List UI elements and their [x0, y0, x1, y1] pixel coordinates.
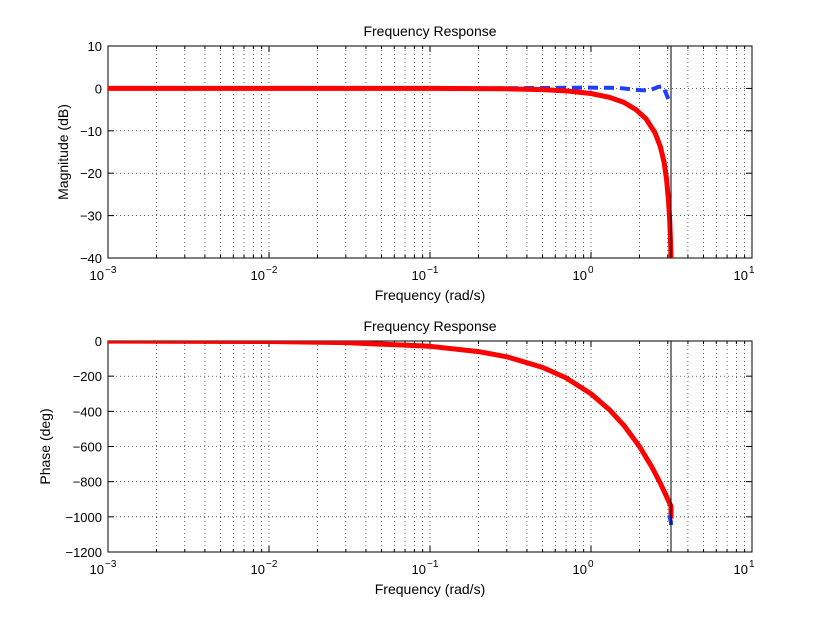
x-tick-exponent: 0 [588, 265, 594, 276]
x-tick-label: 10 [573, 268, 587, 283]
y-axis-label: Phase (deg) [37, 408, 53, 484]
x-tick-exponent: −2 [266, 559, 278, 570]
y-tick-label: 0 [95, 334, 102, 349]
chart-title: Frequency Response [363, 318, 496, 334]
x-tick-label: 10 [251, 562, 265, 577]
series-solid-red [108, 85, 674, 259]
x-tick-label: 10 [251, 268, 265, 283]
y-tick-label: 0 [95, 81, 102, 96]
y-tick-label: −20 [80, 166, 102, 181]
y-tick-label: −200 [73, 369, 102, 384]
x-tick-label: 10 [734, 268, 748, 283]
chart-title: Frequency Response [363, 23, 496, 39]
x-axis-label: Frequency (rad/s) [375, 287, 485, 303]
x-tick-exponent: −1 [427, 559, 439, 570]
y-tick-label: −10 [80, 124, 102, 139]
x-tick-exponent: −3 [105, 265, 117, 276]
y-tick-label: −800 [73, 475, 102, 490]
y-tick-label: −600 [73, 440, 102, 455]
x-axis-label: Frequency (rad/s) [375, 581, 485, 597]
x-tick-label: 10 [734, 562, 748, 577]
y-axis-label: Magnitude (dB) [55, 104, 71, 200]
x-tick-exponent: 1 [749, 559, 755, 570]
y-tick-label: −40 [80, 251, 102, 266]
series-solid-red [108, 341, 674, 519]
x-tick-label: 10 [412, 562, 426, 577]
x-tick-exponent: −3 [105, 559, 117, 570]
x-tick-exponent: 0 [588, 559, 594, 570]
series-dashed-blue [108, 83, 673, 105]
x-tick-label: 10 [412, 268, 426, 283]
y-tick-label: −400 [73, 404, 102, 419]
x-tick-label: 10 [573, 562, 587, 577]
y-tick-label: −30 [80, 209, 102, 224]
y-tick-label: 10 [88, 39, 102, 54]
x-tick-exponent: 1 [749, 265, 755, 276]
x-tick-label: 10 [90, 562, 104, 577]
x-tick-exponent: −2 [266, 265, 278, 276]
y-tick-label: −1000 [65, 510, 102, 525]
y-tick-label: −1200 [65, 545, 102, 560]
x-tick-exponent: −1 [427, 265, 439, 276]
x-tick-label: 10 [90, 268, 104, 283]
